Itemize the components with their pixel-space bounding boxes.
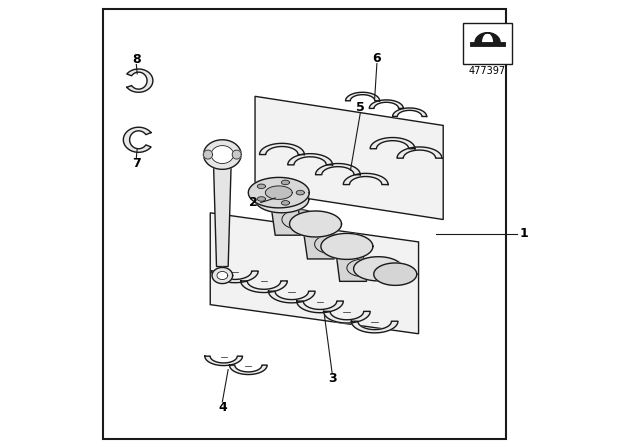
Polygon shape [346,92,380,101]
Text: 4: 4 [218,401,227,414]
Polygon shape [230,365,267,375]
Polygon shape [297,301,343,313]
Polygon shape [289,211,342,237]
Text: 7: 7 [132,157,141,170]
Polygon shape [392,108,427,116]
Polygon shape [232,150,241,159]
Polygon shape [369,100,403,108]
Polygon shape [271,204,302,235]
Text: 1: 1 [520,227,528,241]
Polygon shape [205,356,243,366]
Polygon shape [288,154,333,165]
Polygon shape [213,159,231,267]
Polygon shape [266,186,292,199]
Polygon shape [255,96,443,220]
Text: 5: 5 [356,101,365,114]
Polygon shape [212,271,258,283]
Polygon shape [475,33,500,43]
Polygon shape [124,127,151,152]
Polygon shape [260,143,305,155]
Polygon shape [370,138,415,149]
Polygon shape [127,69,153,92]
Polygon shape [210,213,419,334]
Polygon shape [321,233,373,259]
Polygon shape [315,234,351,254]
Polygon shape [296,190,305,195]
Polygon shape [282,210,317,229]
Polygon shape [336,250,367,281]
Polygon shape [397,147,442,158]
Polygon shape [248,177,309,208]
Text: 3: 3 [328,372,337,385]
Bar [463,23,512,64]
Polygon shape [217,271,228,280]
Polygon shape [255,186,309,213]
Text: 477397: 477397 [469,66,506,76]
Polygon shape [354,257,403,281]
Polygon shape [347,259,381,277]
Polygon shape [257,197,266,201]
Polygon shape [316,164,360,175]
Polygon shape [374,263,417,285]
Polygon shape [282,201,289,205]
Polygon shape [211,146,234,164]
Polygon shape [204,140,241,169]
Polygon shape [212,267,233,284]
Text: 2: 2 [250,196,258,209]
Text: 6: 6 [372,52,381,65]
Polygon shape [351,321,398,333]
Polygon shape [282,180,289,185]
Polygon shape [303,228,334,259]
Text: 8: 8 [132,52,141,66]
Polygon shape [324,311,370,323]
Polygon shape [241,281,287,293]
Polygon shape [269,291,315,303]
Polygon shape [343,173,388,185]
Polygon shape [257,184,266,189]
Polygon shape [204,150,212,159]
